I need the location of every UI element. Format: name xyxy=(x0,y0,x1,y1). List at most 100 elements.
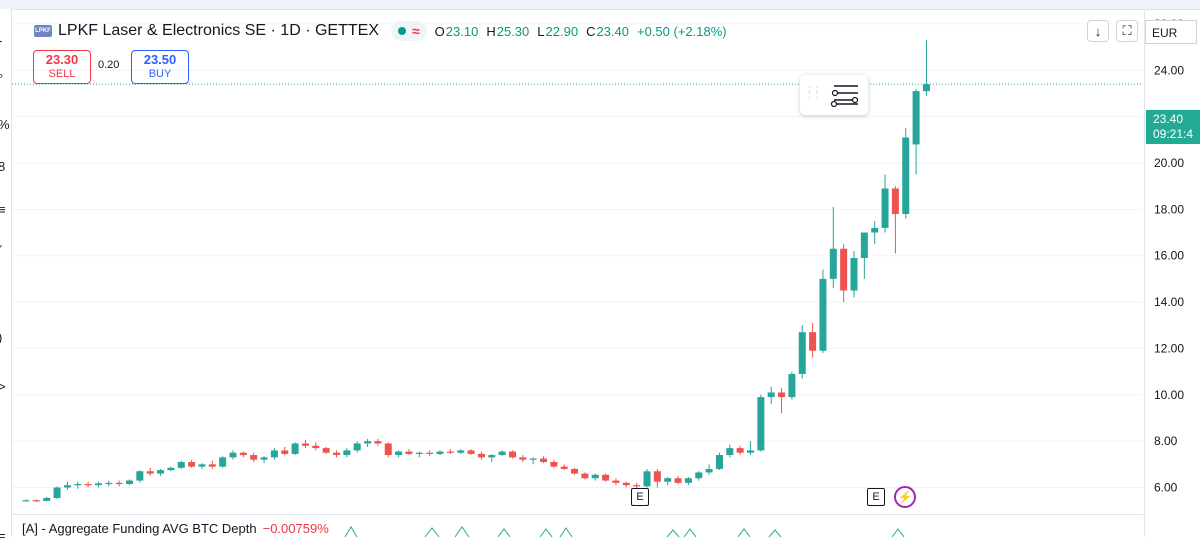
buy-button[interactable]: 23.50 BUY xyxy=(131,50,189,84)
grid xyxy=(12,24,1143,488)
candle-body xyxy=(488,455,495,457)
y-tick-label: 6.00 xyxy=(1154,481,1178,495)
tool-glyph[interactable]: ) xyxy=(0,330,2,345)
candle-body xyxy=(147,471,154,473)
floating-object-tree-panel[interactable]: : :: : xyxy=(800,75,868,115)
arrow-down-icon: ↓ xyxy=(1095,24,1102,39)
symbol-title[interactable]: LPKF Laser & Electronics SE · 1D · GETTE… xyxy=(58,22,379,40)
price-scale[interactable]: 6.008.0010.0012.0014.0016.0018.0020.0022… xyxy=(1144,10,1200,537)
candle-body xyxy=(343,450,350,455)
candle-body xyxy=(788,374,795,397)
candle-body xyxy=(457,450,464,452)
candle-body xyxy=(374,441,381,443)
ohlc-high: H25.30 xyxy=(486,24,529,39)
candle-body xyxy=(219,457,226,466)
candle-body xyxy=(281,450,288,453)
fullscreen-button[interactable]: ⛶ xyxy=(1116,20,1138,42)
candle-body xyxy=(747,450,754,452)
spread-value: 0.20 xyxy=(98,59,119,71)
candle-body xyxy=(571,469,578,474)
candle-body xyxy=(333,453,340,455)
candle-body xyxy=(840,249,847,291)
candle-body xyxy=(64,485,71,487)
last-price-label: 23.40 09:21:4 xyxy=(1146,110,1200,144)
candles xyxy=(23,40,930,502)
candle-body xyxy=(240,453,247,455)
candle-body xyxy=(167,468,174,470)
candle-body xyxy=(447,452,454,453)
candle-body xyxy=(540,459,547,462)
y-tick-label: 16.00 xyxy=(1154,249,1184,263)
candle-body xyxy=(623,483,630,485)
candle-body xyxy=(612,481,619,483)
candle-body xyxy=(405,452,412,454)
symbol-logo[interactable]: LPKF xyxy=(34,25,52,37)
candle-body xyxy=(737,448,744,453)
earnings-marker-icon[interactable]: E xyxy=(867,488,885,506)
indicator-value: −0.00759% xyxy=(263,521,329,536)
candle-body xyxy=(581,474,588,479)
candle-body xyxy=(478,454,485,457)
candle-body xyxy=(292,443,299,453)
ohlc-open: O23.10 xyxy=(435,24,479,39)
candle-body xyxy=(882,188,889,227)
tool-glyph[interactable]: 8 xyxy=(0,159,5,174)
sell-button[interactable]: 23.30 SELL xyxy=(33,50,91,84)
earnings-marker-icon[interactable]: E xyxy=(631,488,649,506)
candle-body xyxy=(198,464,205,466)
candle-body xyxy=(530,459,537,460)
dividend-lightning-icon[interactable]: ⚡ xyxy=(894,486,916,508)
y-tick-label: 24.00 xyxy=(1154,63,1184,77)
candle-body xyxy=(654,471,661,481)
candle-body xyxy=(468,450,475,453)
candle-body xyxy=(913,91,920,144)
ohlc-change: +0.50 (+2.18%) xyxy=(637,24,727,39)
candle-body xyxy=(716,455,723,469)
candle-body xyxy=(33,500,40,501)
market-open-dot-icon xyxy=(398,27,406,35)
y-tick-label: 12.00 xyxy=(1154,341,1184,355)
candle-body xyxy=(188,462,195,467)
sell-price: 23.30 xyxy=(34,53,90,67)
candle-body xyxy=(261,457,268,459)
candle-body xyxy=(851,258,858,290)
object-tree-icon[interactable] xyxy=(830,83,860,107)
download-button[interactable]: ↓ xyxy=(1087,20,1109,42)
candle-body xyxy=(685,478,692,483)
fullscreen-icon: ⛶ xyxy=(1122,23,1131,39)
tool-glyph[interactable]: % xyxy=(0,117,10,132)
candle-body xyxy=(302,443,309,445)
candle-body xyxy=(902,137,909,213)
tool-glyph[interactable]: = xyxy=(0,528,6,543)
candle-body xyxy=(675,478,682,483)
bar-countdown: 09:21:4 xyxy=(1153,127,1200,142)
candle-body xyxy=(644,471,651,486)
candle-body xyxy=(395,452,402,455)
wave-icon: ≈ xyxy=(412,23,420,39)
candle-body xyxy=(437,452,444,454)
tool-glyph[interactable]: - xyxy=(0,33,2,48)
drag-handle-icon[interactable]: : :: : xyxy=(808,87,819,99)
candle-body xyxy=(871,228,878,233)
candle-body xyxy=(323,448,330,453)
candle-body xyxy=(23,500,30,501)
candle-body xyxy=(312,446,319,448)
candle-body xyxy=(830,249,837,279)
buy-price: 23.50 xyxy=(132,53,188,67)
tool-glyph[interactable]: > xyxy=(0,379,6,394)
market-status-pill[interactable]: ≈ xyxy=(391,21,427,41)
candle-body xyxy=(799,332,806,374)
tool-glyph[interactable]: ° xyxy=(0,71,3,86)
y-tick-label: 10.00 xyxy=(1154,388,1184,402)
candle-body xyxy=(157,470,164,473)
candle-body xyxy=(54,488,61,498)
currency-selector[interactable]: EUR xyxy=(1145,20,1197,44)
indicator-legend[interactable]: [A] - Aggregate Funding AVG BTC Depth−0.… xyxy=(22,521,329,536)
left-drawing-toolbar: - ° % 8 ≡ ⁄ ) > = xyxy=(0,9,12,537)
ohlc-low: L22.90 xyxy=(537,24,578,39)
tool-glyph[interactable]: ≡ xyxy=(0,202,6,217)
candle-body xyxy=(209,464,216,466)
price-chart[interactable] xyxy=(12,10,1143,513)
candle-body xyxy=(271,450,278,457)
candle-body xyxy=(364,441,371,443)
